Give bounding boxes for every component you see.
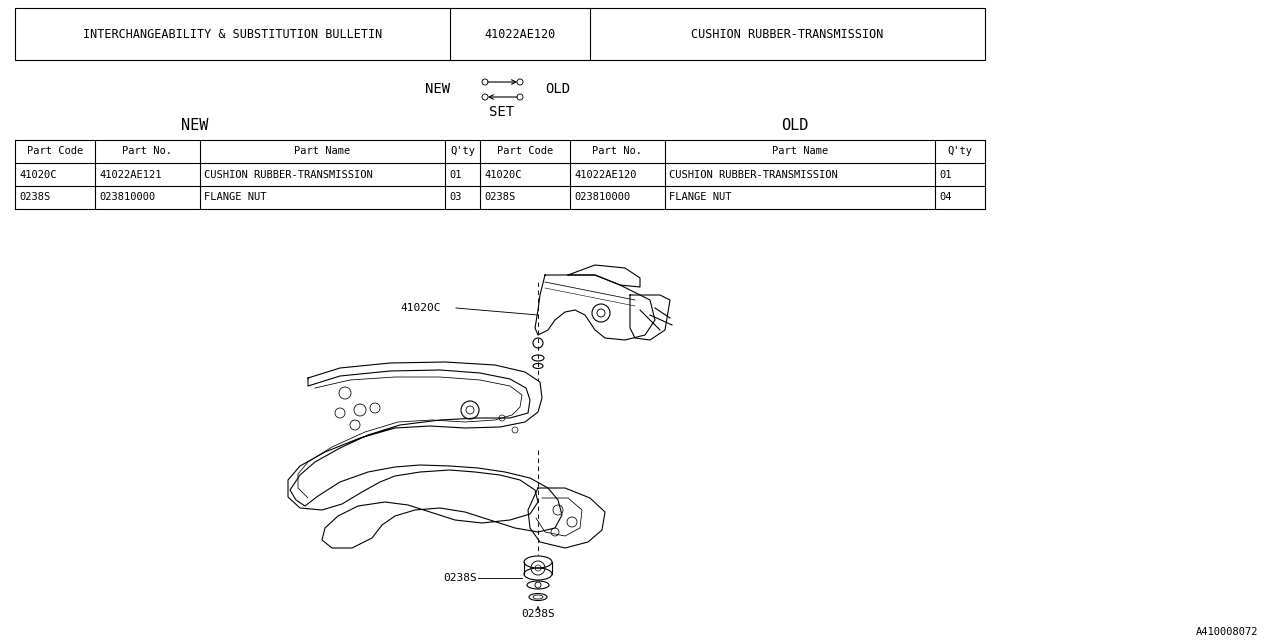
Text: INTERCHANGEABILITY & SUBSTITUTION BULLETIN: INTERCHANGEABILITY & SUBSTITUTION BULLET… — [83, 28, 383, 40]
Text: OLD: OLD — [781, 118, 809, 134]
Text: 41020C: 41020C — [399, 303, 440, 313]
Bar — [15, 8, 986, 60]
Text: NEW: NEW — [182, 118, 209, 134]
Text: 03: 03 — [449, 193, 462, 202]
Text: Q'ty: Q'ty — [947, 147, 973, 157]
Text: FLANGE NUT: FLANGE NUT — [204, 193, 266, 202]
Text: FLANGE NUT: FLANGE NUT — [669, 193, 731, 202]
Text: Part Name: Part Name — [294, 147, 351, 157]
Text: Part Code: Part Code — [497, 147, 553, 157]
Text: 01: 01 — [940, 170, 951, 179]
Text: A410008072: A410008072 — [1196, 627, 1258, 637]
Text: 023810000: 023810000 — [99, 193, 155, 202]
Text: OLD: OLD — [545, 82, 570, 96]
Text: 01: 01 — [449, 170, 462, 179]
Text: CUSHION RUBBER-TRANSMISSION: CUSHION RUBBER-TRANSMISSION — [691, 28, 883, 40]
Text: 0238S: 0238S — [19, 193, 50, 202]
Text: 41020C: 41020C — [484, 170, 521, 179]
Text: 0238S: 0238S — [443, 573, 477, 583]
Text: Part Code: Part Code — [27, 147, 83, 157]
Text: 41022AE120: 41022AE120 — [573, 170, 636, 179]
Text: CUSHION RUBBER-TRANSMISSION: CUSHION RUBBER-TRANSMISSION — [669, 170, 837, 179]
Text: 41022AE120: 41022AE120 — [484, 28, 556, 40]
Text: CUSHION RUBBER-TRANSMISSION: CUSHION RUBBER-TRANSMISSION — [204, 170, 372, 179]
Text: Part Name: Part Name — [772, 147, 828, 157]
Text: NEW: NEW — [425, 82, 451, 96]
Text: SET: SET — [489, 105, 515, 119]
Text: 41020C: 41020C — [19, 170, 56, 179]
Text: 41022AE121: 41022AE121 — [99, 170, 161, 179]
Text: 0238S: 0238S — [521, 609, 554, 619]
Text: 023810000: 023810000 — [573, 193, 630, 202]
Text: 0238S: 0238S — [484, 193, 516, 202]
Text: Q'ty: Q'ty — [451, 147, 475, 157]
Text: Part No.: Part No. — [123, 147, 173, 157]
Text: Part No.: Part No. — [593, 147, 643, 157]
Text: 04: 04 — [940, 193, 951, 202]
